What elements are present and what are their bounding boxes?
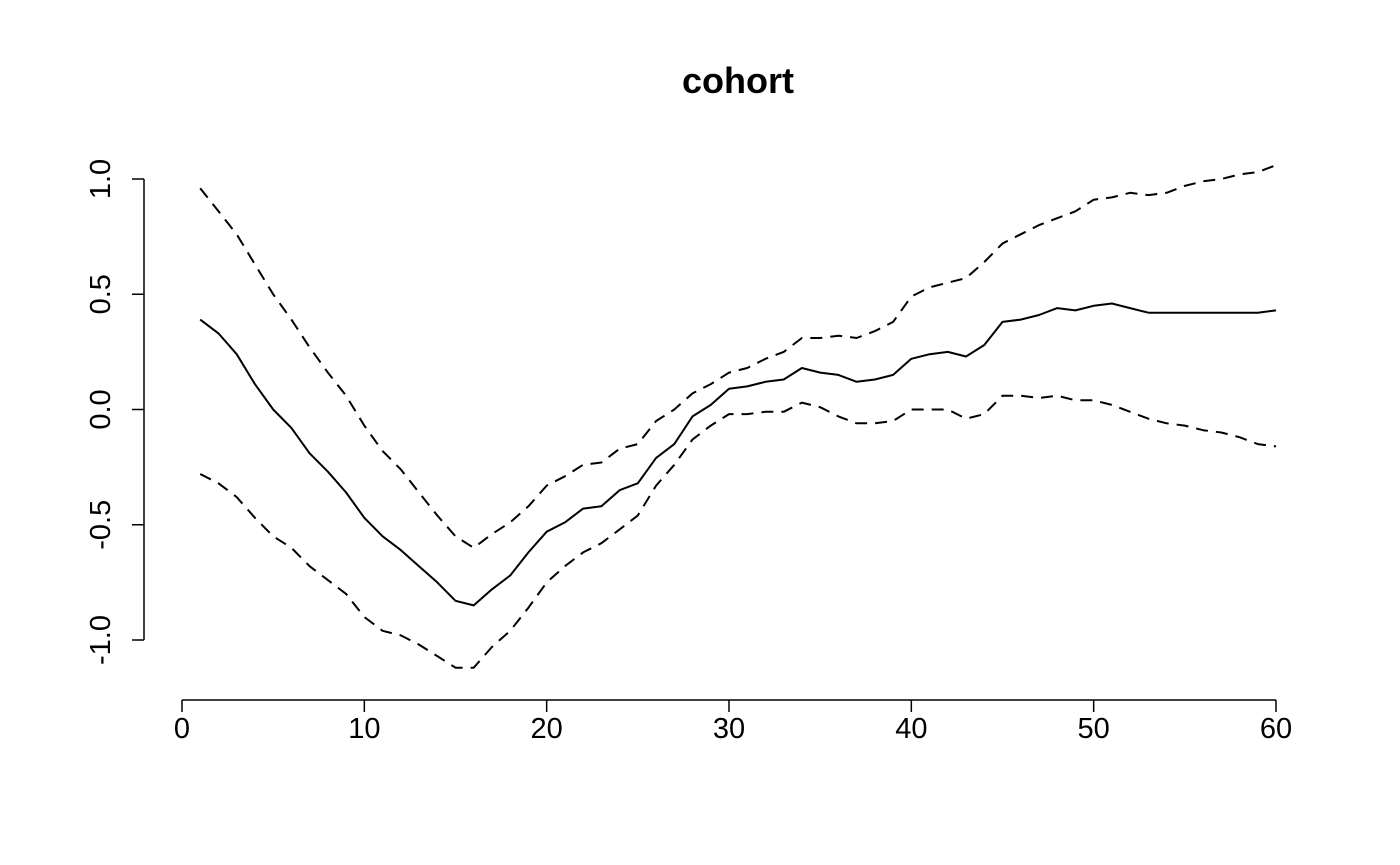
- x-tick-label: 40: [895, 713, 927, 745]
- y-tick-label: 0.5: [85, 274, 117, 314]
- x-tick-label: 10: [348, 713, 380, 745]
- x-tick-label: 30: [713, 713, 745, 745]
- plot-lines: [199, 164, 1277, 669]
- y-tick-label: 1.0: [85, 159, 117, 199]
- y-tick-label: -0.5: [85, 500, 117, 550]
- y-axis: -1.0 -0.5 0.0 0.5 1.0: [85, 159, 145, 665]
- chart-title: cohort: [682, 60, 794, 101]
- y-tick-label: -1.0: [85, 615, 117, 665]
- solid-estimate-line: [199, 302, 1277, 607]
- x-tick-label: 20: [531, 713, 563, 745]
- x-tick-label: 0: [174, 713, 190, 745]
- upper-dashed-line: [199, 164, 1277, 549]
- x-axis: 0 10 20 30 40 50 60: [174, 699, 1292, 745]
- x-tick-label: 60: [1260, 713, 1292, 745]
- lower-dashed-line: [199, 394, 1277, 669]
- y-tick-label: 0.0: [85, 389, 117, 429]
- x-tick-label: 50: [1078, 713, 1110, 745]
